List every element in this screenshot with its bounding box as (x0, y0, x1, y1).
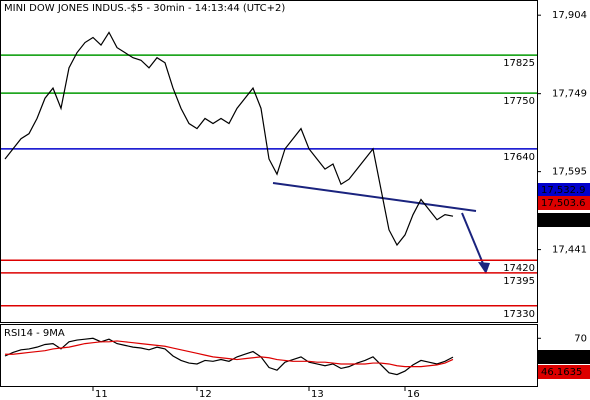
value-box (538, 183, 590, 197)
x-tick-label: 12 (199, 389, 212, 400)
value-box-label: 17,507 (541, 215, 576, 226)
level-label: 17825 (503, 58, 535, 69)
value-box-label: 46.1635 (541, 367, 582, 378)
level-label: 17420 (503, 263, 535, 274)
y-tick-label: 17,595 (552, 167, 587, 178)
level-label: 17640 (503, 152, 535, 163)
y-tick-label: 17,749 (552, 89, 587, 100)
y-tick-label: 17,904 (552, 10, 587, 21)
x-tick-label: 13 (311, 389, 324, 400)
series-line (5, 340, 454, 368)
value-box-label: 17,503.6 (541, 198, 586, 209)
value-box (538, 213, 590, 227)
x-tick-label: 16 (407, 389, 420, 400)
rsi-title: RSI14 - 9MA (4, 328, 65, 339)
value-box-label: 48.7363 (541, 352, 582, 363)
rsi-panel (0, 324, 538, 387)
level-label: 17395 (503, 276, 535, 287)
series-line (4, 31, 454, 247)
y-tick-label: 70 (574, 333, 587, 344)
arrow-head (478, 262, 490, 274)
level-label: 17330 (503, 309, 535, 320)
trend-line (272, 182, 477, 212)
value-box (538, 350, 590, 364)
arrow-line (461, 212, 485, 267)
level-label: 17750 (503, 96, 535, 107)
x-tick-label: 11 (95, 389, 108, 400)
price-panel (0, 0, 538, 323)
chart-title: MINI DOW JONES INDUS.-$5 - 30min - 14:13… (4, 3, 285, 14)
value-box-label: 17,532.9 (541, 185, 586, 196)
series-line (4, 337, 454, 376)
value-box (538, 196, 590, 210)
y-tick-label: 17,441 (552, 245, 587, 256)
value-box (538, 365, 590, 379)
